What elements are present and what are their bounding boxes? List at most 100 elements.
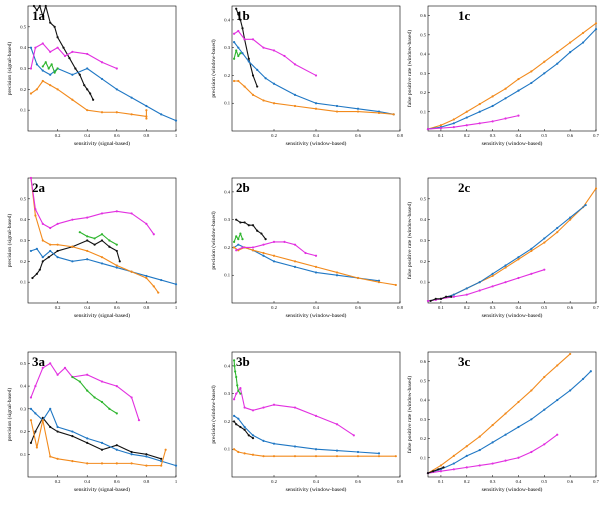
data-point-green <box>93 396 96 399</box>
data-point-blue <box>34 412 37 415</box>
data-point-magenta <box>243 406 246 409</box>
data-point-blue <box>491 104 494 108</box>
x-tick-label: 0.2 <box>55 133 61 138</box>
panel-label: 2a <box>32 180 46 195</box>
data-point-blue <box>530 81 533 85</box>
data-point-orange <box>394 283 397 287</box>
panel-label: 3a <box>32 354 46 369</box>
y-tick-label: 0.1 <box>20 452 26 457</box>
data-point-blue <box>581 41 585 44</box>
data-point-magenta <box>34 208 37 211</box>
data-point-black <box>450 295 453 298</box>
plot-frame <box>427 5 597 132</box>
data-point-orange <box>262 99 265 102</box>
series-line-blue <box>427 204 587 302</box>
data-point-black <box>78 73 81 76</box>
data-point-magenta <box>304 251 307 255</box>
data-point-orange <box>465 445 468 448</box>
data-point-orange <box>86 109 89 112</box>
x-tick-label: 0.4 <box>313 305 319 310</box>
data-point-magenta <box>41 222 44 225</box>
data-point-magenta <box>352 434 355 437</box>
data-point-orange <box>314 455 318 458</box>
data-point-black <box>62 46 65 49</box>
x-tick-label: 0.3 <box>490 305 496 310</box>
data-point-blue <box>491 272 494 275</box>
panel-label: 3c <box>458 354 471 369</box>
data-point-orange <box>35 88 38 91</box>
y-tick-label: 0.3 <box>224 391 230 396</box>
data-point-green <box>86 235 89 238</box>
data-point-magenta <box>517 276 520 280</box>
data-point-magenta <box>63 366 67 370</box>
data-point-orange <box>49 455 52 458</box>
data-point-blue <box>452 122 455 125</box>
data-point-orange <box>145 276 148 280</box>
y-tick-label: 0.4 <box>420 52 426 57</box>
data-point-blue <box>145 455 148 458</box>
y-tick-label: 0.2 <box>420 436 426 441</box>
data-point-orange <box>251 249 255 252</box>
data-point-orange <box>504 412 507 415</box>
series-line-magenta <box>233 387 355 436</box>
data-point-magenta <box>335 423 339 426</box>
data-point-orange <box>233 448 236 451</box>
data-point-magenta <box>478 289 481 292</box>
data-point-blue <box>314 102 318 105</box>
data-point-black <box>145 453 148 456</box>
data-point-magenta <box>262 406 265 409</box>
y-tick-label: 0.2 <box>20 259 26 264</box>
y-tick-label: 0.1 <box>20 280 26 285</box>
data-point-green <box>71 375 74 379</box>
data-point-blue <box>314 448 318 451</box>
data-point-blue <box>581 377 585 381</box>
data-point-blue <box>145 104 148 108</box>
data-point-black <box>49 425 52 429</box>
x-tick-label: 0.8 <box>144 133 150 138</box>
data-point-orange <box>293 104 297 108</box>
data-point-black <box>444 295 448 298</box>
data-point-black <box>247 224 250 227</box>
data-point-orange <box>262 251 265 255</box>
data-point-orange <box>465 110 468 113</box>
series-line-orange <box>30 177 159 293</box>
data-point-orange <box>377 111 381 115</box>
data-point-magenta <box>115 67 118 70</box>
data-point-orange <box>491 95 494 98</box>
data-point-orange <box>439 464 443 467</box>
y-tick-label: 0.1 <box>420 280 426 285</box>
data-point-black <box>38 4 41 8</box>
x-tick-label: 0.4 <box>516 479 522 484</box>
data-point-magenta <box>56 222 59 225</box>
y-axis-label: precision (window-based) <box>210 385 217 443</box>
data-point-blue <box>56 256 59 259</box>
data-point-blue <box>100 262 104 265</box>
data-point-black <box>83 84 86 87</box>
data-point-orange <box>152 285 155 288</box>
data-point-orange <box>130 270 133 273</box>
x-tick-label: 0.4 <box>516 305 522 310</box>
data-point-black <box>89 92 92 95</box>
y-tick-label: 0.3 <box>224 217 230 222</box>
data-point-black <box>260 232 263 235</box>
data-point-orange <box>556 231 559 234</box>
data-point-green <box>47 67 50 70</box>
data-point-black <box>34 430 37 433</box>
data-point-black <box>68 56 71 60</box>
x-tick-label: 0.8 <box>397 479 403 484</box>
data-point-orange <box>335 271 339 274</box>
data-point-blue <box>478 110 481 113</box>
data-point-magenta <box>452 126 455 129</box>
x-tick-label: 0.2 <box>464 133 470 138</box>
data-point-orange <box>56 243 59 246</box>
series-line-blue <box>233 41 394 115</box>
y-tick-label: 0.3 <box>420 238 426 243</box>
data-point-black <box>426 472 430 475</box>
y-tick-label: 0.2 <box>420 259 426 264</box>
data-point-orange <box>530 249 533 253</box>
data-point-blue <box>543 408 546 411</box>
x-tick-label: 0.2 <box>271 305 277 310</box>
data-point-blue <box>504 433 507 436</box>
x-tick-label: 0.2 <box>464 479 470 484</box>
